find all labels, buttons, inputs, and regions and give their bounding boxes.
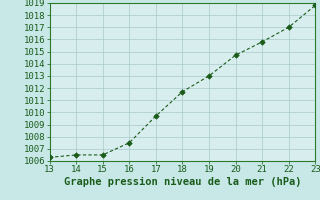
X-axis label: Graphe pression niveau de la mer (hPa): Graphe pression niveau de la mer (hPa) xyxy=(64,177,301,187)
